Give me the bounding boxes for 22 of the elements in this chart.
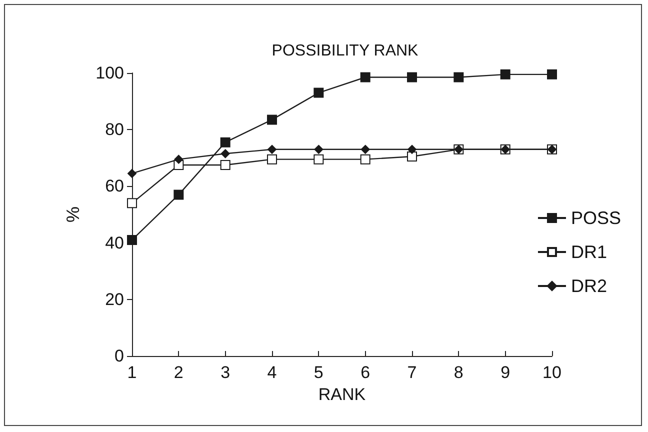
x-tick-label: 3 xyxy=(220,363,230,382)
x-tick-label: 8 xyxy=(454,363,464,382)
x-tick-label: 1 xyxy=(127,363,137,382)
x-axis-title: RANK xyxy=(318,385,366,404)
legend-label: DR2 xyxy=(570,276,607,296)
x-tick-label: 6 xyxy=(360,363,370,382)
x-tick-label: 10 xyxy=(542,363,562,382)
y-axis-title: % xyxy=(63,206,83,223)
y-tick-label: 40 xyxy=(105,233,124,252)
x-tick-label: 9 xyxy=(500,363,510,382)
x-tick-label: 4 xyxy=(267,363,277,382)
x-tick-label: 5 xyxy=(314,363,324,382)
legend-label: POSS xyxy=(570,208,622,228)
y-tick-label: 0 xyxy=(114,346,124,366)
y-tick-label: 20 xyxy=(105,290,124,309)
x-tick-label: 7 xyxy=(407,363,417,382)
y-tick-label: 60 xyxy=(105,176,124,196)
y-tick-label: 100 xyxy=(96,64,124,82)
y-tick-label: 80 xyxy=(105,120,124,140)
x-tick-label: 2 xyxy=(174,363,184,382)
chart-title: POSSIBILITY RANK xyxy=(272,42,419,60)
legend-label: DR1 xyxy=(570,242,607,262)
